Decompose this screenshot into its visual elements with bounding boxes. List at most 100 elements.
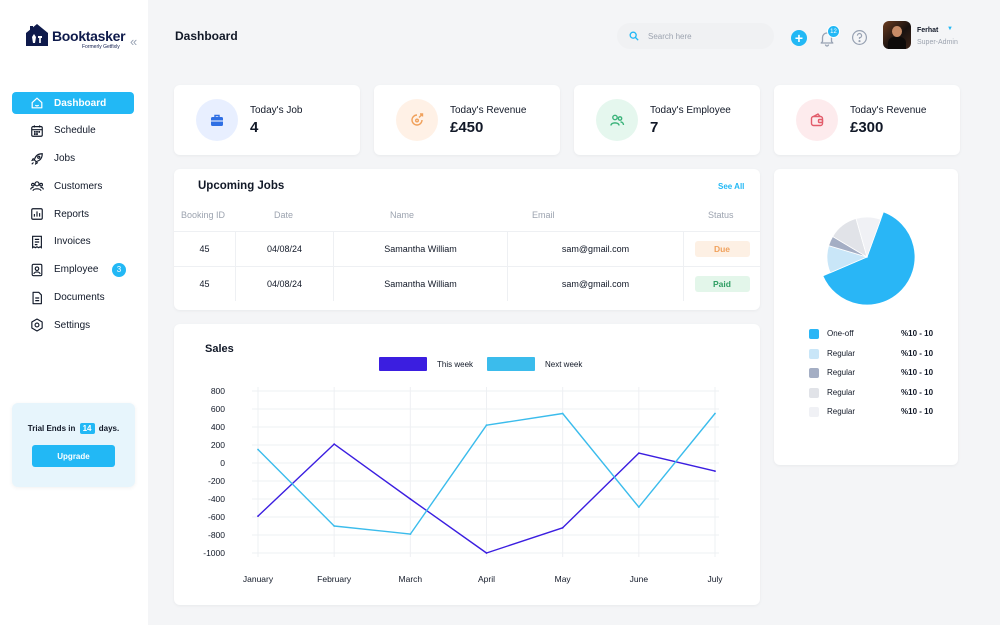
legend-row: One-off %10 - 10 (809, 328, 939, 340)
stat-card-revenue: Today's Revenue £450 (374, 85, 560, 155)
name-cell: Samantha William (334, 232, 508, 266)
wallet-icon (796, 99, 838, 141)
sidebar-item-label: Reports (54, 208, 90, 220)
sales-title: Sales (205, 343, 234, 355)
sidebar-item-invoices[interactable]: Invoices (12, 231, 134, 253)
sidebar-item-label: Jobs (54, 153, 76, 165)
legend-value: %10 - 10 (901, 368, 934, 377)
users-icon (30, 179, 44, 193)
data-point (714, 470, 716, 472)
sidebar-item-label: Customers (54, 180, 103, 192)
booking-id-cell: 45 (174, 232, 236, 266)
legend-label: Regular (827, 348, 856, 358)
sidebar-item-dashboard[interactable]: Dashboard (12, 92, 134, 114)
stat-value: £450 (450, 119, 484, 136)
search-box[interactable] (617, 23, 774, 49)
trial-suffix: days. (98, 424, 120, 433)
avatar-body (888, 37, 906, 49)
sidebar-item-label: Dashboard (54, 97, 107, 109)
data-point (714, 412, 716, 415)
stat-card-jobs: Today's Job 4 (174, 85, 360, 155)
notification-badge: 12 (827, 25, 840, 38)
email-cell: sam@gmail.com (508, 267, 684, 301)
legend-label: One-off (827, 329, 854, 338)
avatar-head (892, 26, 902, 37)
stat-label: Today's Revenue (850, 105, 927, 116)
legend-value: %10 - 10 (901, 329, 934, 338)
x-tick-label: April (478, 574, 495, 584)
search-input[interactable] (648, 31, 758, 41)
x-tick-label: January (243, 574, 274, 584)
briefcase-icon (196, 99, 238, 141)
data-point (561, 412, 564, 415)
pie-slice (855, 216, 882, 259)
legend-swatch (809, 348, 819, 359)
help-icon[interactable] (851, 29, 868, 46)
column-header-status: Status (708, 210, 734, 220)
id-card-icon (30, 263, 44, 277)
x-tick-label: March (399, 574, 423, 584)
calendar-icon (30, 124, 44, 138)
gear-icon (30, 318, 44, 332)
logo-house-icon (26, 24, 48, 46)
data-point (257, 515, 259, 517)
avatar[interactable] (883, 21, 911, 49)
column-header-booking-id: Booking ID (181, 210, 226, 220)
legend-row: Regular %10 - 10 (809, 348, 939, 360)
upcoming-jobs-card: Upcoming Jobs See All Booking ID Date Na… (174, 169, 760, 310)
y-tick-label: 600 (211, 404, 225, 414)
table-row[interactable]: 45 04/08/24 Samantha William sam@gmail.c… (174, 266, 760, 301)
stat-card-revenue-2: Today's Revenue £300 (774, 85, 960, 155)
booking-id-cell: 45 (174, 267, 236, 301)
data-point (409, 533, 412, 535)
legend-label: Regular (827, 368, 856, 377)
upgrade-button[interactable]: Upgrade (32, 445, 115, 467)
receipt-icon (30, 235, 44, 249)
legend-value: %10 - 10 (901, 348, 934, 358)
column-header-email: Email (532, 210, 555, 220)
stat-label: Today's Employee (650, 105, 731, 116)
sidebar-item-documents[interactable]: Documents (12, 287, 134, 309)
status-badge: Due (694, 241, 750, 257)
chevron-down-icon[interactable]: ▼ (947, 26, 953, 32)
chevrons-left-icon[interactable]: « (130, 34, 138, 49)
y-tick-label: -200 (208, 476, 225, 486)
y-tick-label: -1000 (203, 548, 225, 558)
sidebar-item-reports[interactable]: Reports (12, 203, 134, 225)
table-row[interactable]: 45 04/08/24 Samantha William sam@gmail.c… (174, 231, 760, 266)
data-point (485, 424, 488, 427)
revenue-icon (396, 99, 438, 141)
trial-prefix: Trial Ends in (27, 424, 76, 433)
sidebar-item-jobs[interactable]: Jobs (12, 148, 134, 170)
data-point (333, 443, 336, 445)
legend-swatch (809, 368, 819, 378)
stat-label: Today's Revenue (450, 105, 527, 116)
sidebar-item-customers[interactable]: Customers (12, 175, 134, 197)
sidebar-item-employee[interactable]: Employee 3 (12, 259, 134, 281)
trial-days-count: 14 (79, 423, 95, 434)
legend-swatch (379, 357, 427, 371)
sidebar-item-settings[interactable]: Settings (12, 314, 134, 336)
data-point (333, 525, 336, 527)
brand-subtitle: Formerly Getfixly (82, 44, 120, 50)
sidebar-item-label: Employee (54, 264, 99, 276)
y-tick-label: -400 (208, 494, 225, 504)
add-button[interactable]: + (791, 30, 807, 46)
sidebar-item-schedule[interactable]: Schedule (12, 120, 134, 142)
y-tick-label: 800 (211, 386, 225, 396)
search-icon (629, 31, 639, 41)
sidebar: Booktasker Formerly Getfixly « Dashboard… (0, 0, 148, 625)
stat-value: 4 (250, 119, 259, 136)
brand-logo[interactable]: Booktasker Formerly Getfixly (24, 22, 126, 50)
user-name: Ferhat (917, 27, 939, 34)
legend-label: Next week (545, 360, 583, 369)
legend-swatch (809, 329, 819, 339)
stat-label: Today's Job (250, 105, 303, 116)
employees-icon (596, 99, 638, 141)
data-point (637, 506, 640, 508)
document-icon (30, 291, 44, 305)
stat-value: £300 (850, 119, 884, 136)
see-all-link[interactable]: See All (718, 182, 745, 191)
sidebar-item-label: Documents (54, 292, 105, 304)
trial-banner: Trial Ends in 14 days. Upgrade (12, 403, 135, 487)
